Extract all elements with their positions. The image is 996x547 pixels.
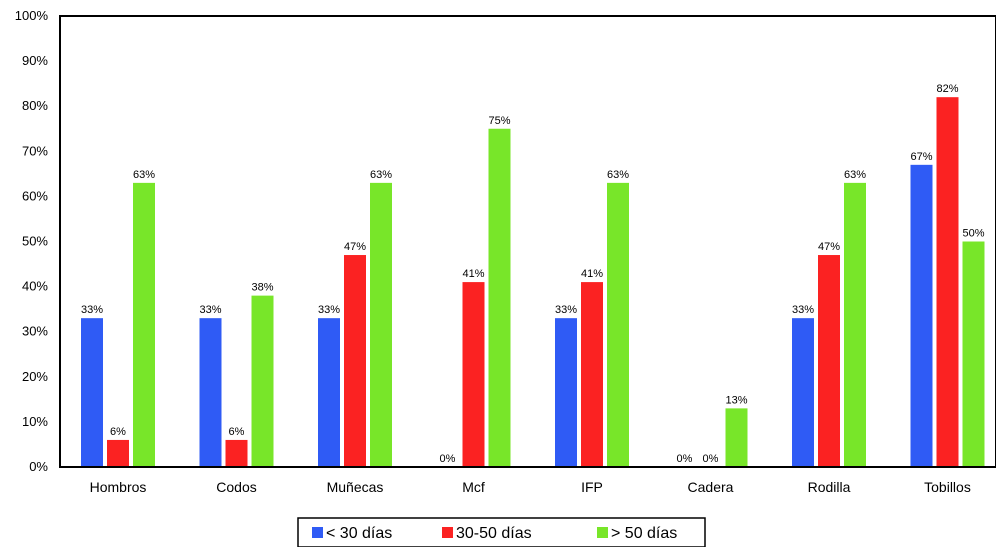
data-label: 63% — [133, 169, 155, 181]
y-axis: 0% 10% 20% 30% 40% 50% 60% 70% 80% 90% 100% — [15, 8, 49, 474]
bar — [962, 241, 985, 467]
data-label: 41% — [581, 268, 603, 280]
y-tick-label: 50% — [22, 234, 48, 249]
data-label: 0% — [440, 453, 456, 465]
data-label: 41% — [462, 268, 484, 280]
legend-box — [297, 517, 706, 547]
bar — [107, 439, 129, 467]
data-label: 6% — [110, 426, 126, 438]
legend-label: > 50 días — [611, 525, 677, 542]
bar — [607, 182, 629, 467]
bar — [581, 282, 603, 467]
y-tick-label: 0% — [29, 459, 48, 474]
legend: < 30 días 30-50 días > 50 días — [297, 517, 706, 547]
data-label: 33% — [318, 304, 340, 316]
bar — [344, 255, 366, 467]
data-label: 63% — [844, 169, 866, 181]
bar-series: 33% 6% 63% 33% 6% 38% 33% 47% 63% 0% 41% 75% 33% 41% 6… — [81, 83, 985, 468]
data-label: 0% — [677, 453, 693, 465]
data-label: 63% — [370, 169, 392, 181]
x-axis: Hombros Codos Muñecas Mcf IFP Cadera Rodilla To… — [90, 479, 971, 495]
y-tick-label: 90% — [22, 53, 48, 68]
bar — [818, 255, 840, 467]
y-tick-label: 30% — [22, 324, 48, 339]
legend-swatch — [312, 527, 323, 538]
category-label: Tobillos — [924, 479, 971, 495]
y-tick-label: 40% — [22, 279, 48, 294]
data-label: 0% — [703, 453, 719, 465]
y-tick-label: 20% — [22, 369, 48, 384]
data-label: 38% — [251, 282, 273, 294]
y-tick-label: 80% — [22, 98, 48, 113]
bar — [555, 318, 577, 467]
data-label: 33% — [792, 304, 814, 316]
data-label: 47% — [344, 241, 366, 253]
bar — [370, 182, 392, 467]
data-label: 33% — [81, 304, 103, 316]
plot-frame — [59, 15, 996, 468]
y-tick-label: 10% — [22, 414, 48, 429]
legend-label: 30-50 días — [456, 525, 532, 542]
category-label: Hombros — [90, 479, 147, 495]
bar — [225, 439, 248, 467]
bar — [81, 318, 103, 467]
data-label: 47% — [818, 241, 840, 253]
bar — [462, 282, 485, 467]
data-label: 67% — [910, 151, 932, 163]
bar — [488, 128, 511, 467]
bar — [910, 164, 933, 467]
data-label: 82% — [936, 83, 958, 95]
legend-swatch — [442, 527, 453, 538]
bar — [936, 97, 959, 468]
y-tick-label: 100% — [15, 8, 49, 23]
y-tick-label: 70% — [22, 143, 48, 158]
data-label: 63% — [607, 169, 629, 181]
bar — [725, 408, 748, 467]
bar — [318, 318, 340, 467]
bar — [251, 295, 274, 467]
category-label: Rodilla — [808, 479, 851, 495]
category-label: Mcf — [462, 479, 485, 495]
category-label: Cadera — [688, 479, 734, 495]
data-label: 75% — [488, 115, 510, 127]
category-label: Codos — [216, 479, 256, 495]
bar — [844, 182, 866, 467]
category-label: Muñecas — [327, 479, 384, 495]
bar — [792, 318, 814, 467]
data-label: 50% — [962, 228, 984, 240]
legend-swatch — [597, 527, 608, 538]
y-tick-label: 60% — [22, 188, 48, 203]
bar — [133, 182, 155, 467]
data-label: 6% — [229, 426, 245, 438]
data-label: 33% — [555, 304, 577, 316]
data-label: 33% — [199, 304, 221, 316]
legend-label: < 30 días — [326, 525, 392, 542]
category-label: IFP — [581, 479, 603, 495]
bar — [199, 318, 222, 467]
data-label: 13% — [725, 394, 747, 406]
